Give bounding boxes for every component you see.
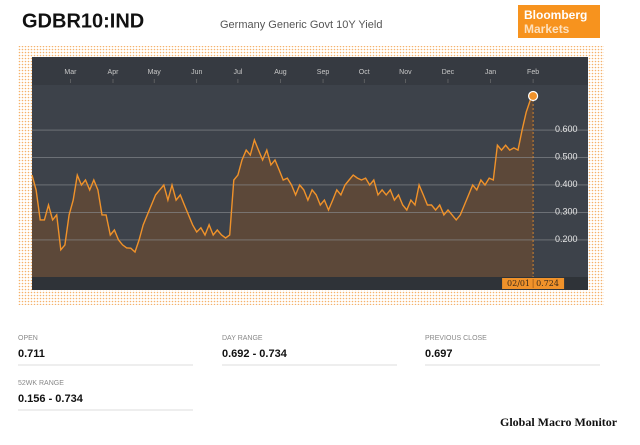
stat-label: OPEN xyxy=(18,335,38,342)
x-tick-label: Dec xyxy=(442,69,455,76)
x-tick-label: Aug xyxy=(274,69,287,76)
x-tick-label: Nov xyxy=(399,69,412,76)
stat-value: 0.697 xyxy=(425,348,453,360)
x-tick-label: Jan xyxy=(485,69,496,76)
y-tick-label: 0.200 xyxy=(555,234,578,244)
x-tick-label: Oct xyxy=(359,69,370,76)
last-point xyxy=(527,90,539,102)
logo-text: Bloomberg xyxy=(524,8,587,22)
y-tick-label: 0.600 xyxy=(555,124,578,134)
stat-value: 0.711 xyxy=(18,348,45,360)
date-strip xyxy=(32,277,588,290)
y-tick-label: 0.500 xyxy=(555,151,578,161)
x-tick-label: Jul xyxy=(233,69,242,76)
logo-box xyxy=(518,5,600,38)
x-tick-label: Jun xyxy=(191,69,202,76)
cursor-date: 02/01 xyxy=(507,279,530,288)
x-tick-label: May xyxy=(148,69,162,76)
x-tick-label: Sep xyxy=(317,69,330,76)
stat-value: 0.156 - 0.734 xyxy=(18,393,84,405)
footer: Global Macro Monitor xyxy=(500,415,618,429)
security-name: Germany Generic Govt 10Y Yield xyxy=(220,19,382,31)
x-tick-label: Feb xyxy=(527,69,539,76)
y-tick-label: 0.400 xyxy=(555,179,578,189)
stat-label: DAY RANGE xyxy=(222,335,263,342)
stat-label: 52WK RANGE xyxy=(18,380,64,387)
stat-label: PREVIOUS CLOSE xyxy=(425,335,487,342)
ticker: GDBR10:IND xyxy=(22,10,144,32)
line xyxy=(31,95,534,254)
logo-text: Markets xyxy=(524,22,570,36)
area-fill xyxy=(32,96,534,277)
month-strip xyxy=(32,57,588,85)
stat-value: 0.692 - 0.734 xyxy=(222,348,288,360)
x-tick-label: Apr xyxy=(108,69,120,76)
cursor-value: 0.724 xyxy=(536,279,559,288)
y-tick-label: 0.300 xyxy=(555,206,578,216)
x-tick-label: Mar xyxy=(64,69,77,76)
